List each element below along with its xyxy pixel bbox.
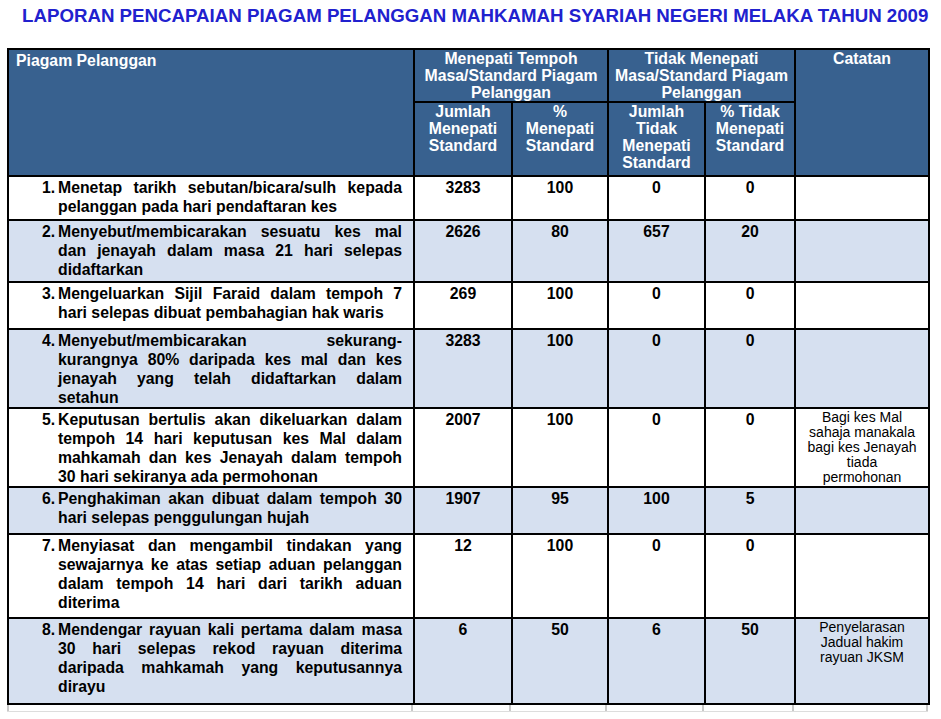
- jumlah-menepati-value: 12: [414, 534, 512, 618]
- table-continuation-stub: [7, 705, 928, 713]
- table-row: 5.Keputusan bertulis akan dikeluarkan da…: [8, 408, 929, 487]
- jumlah-menepati-value: 6: [414, 618, 512, 704]
- pct-tidak-value: 0: [705, 176, 795, 220]
- catatan-cell: [795, 220, 929, 282]
- piagam-text: 1.Menetap tarikh sebutan/bicara/sulh kep…: [58, 178, 402, 216]
- table-row: 3.Mengeluarkan Sijil Faraid dalam tempoh…: [8, 282, 929, 329]
- jumlah-tidak-value: 6: [608, 618, 705, 704]
- piagam-text: 6.Penghakiman akan dibuat dalam tempoh 3…: [58, 489, 402, 527]
- table-row: 8.Mendengar rayuan kali pertama dalam ma…: [8, 618, 929, 704]
- table-row: 7.Menyiasat dan mengambil tindakan yang …: [8, 534, 929, 618]
- pct-menepati-value: 100: [512, 329, 608, 408]
- jumlah-tidak-value: 0: [608, 329, 705, 408]
- jumlah-tidak-value: 0: [608, 282, 705, 329]
- piagam-text: 5.Keputusan bertulis akan dikeluarkan da…: [58, 410, 402, 486]
- catatan-cell: [795, 176, 929, 220]
- jumlah-tidak-value: 0: [608, 534, 705, 618]
- jumlah-tidak-value: 100: [608, 487, 705, 534]
- pct-tidak-value: 0: [705, 534, 795, 618]
- piagam-text: 7.Menyiasat dan mengambil tindakan yang …: [58, 536, 402, 612]
- piagam-text: 2.Menyebut/membicarakan sesuatu kes mal …: [58, 222, 402, 279]
- pct-tidak-value: 5: [705, 487, 795, 534]
- pct-tidak-value: 0: [705, 408, 795, 487]
- piagam-text: 4.Menyebut/membicarakan sekurang-kurangn…: [58, 331, 402, 407]
- jumlah-menepati-value: 2626: [414, 220, 512, 282]
- pct-tidak-value: 0: [705, 329, 795, 408]
- catatan-cell: [795, 282, 929, 329]
- table-row: 4.Menyebut/membicarakan sekurang-kurangn…: [8, 329, 929, 408]
- header-group-menepati: Menepati Tempoh Masa/Standard Piagam Pel…: [414, 49, 608, 102]
- header-pct-menepati: % Menepati Standard: [512, 102, 608, 176]
- pct-tidak-value: 0: [705, 282, 795, 329]
- piagam-text: 8.Mendengar rayuan kali pertama dalam ma…: [58, 620, 402, 696]
- catatan-cell: Penyelarasan Jadual hakim rayuan JKSM: [795, 618, 929, 704]
- jumlah-tidak-value: 657: [608, 220, 705, 282]
- pct-tidak-value: 50: [705, 618, 795, 704]
- pct-tidak-value: 20: [705, 220, 795, 282]
- header-group-tidak-menepati: Tidak Menepati Masa/Standard Piagam Pela…: [608, 49, 795, 102]
- page-title: LAPORAN PENCAPAIAN PIAGAM PELANGGAN MAHK…: [22, 5, 941, 27]
- pct-menepati-value: 100: [512, 282, 608, 329]
- jumlah-menepati-value: 269: [414, 282, 512, 329]
- jumlah-menepati-value: 2007: [414, 408, 512, 487]
- pct-menepati-value: 100: [512, 176, 608, 220]
- jumlah-menepati-value: 1907: [414, 487, 512, 534]
- header-piagam-pelanggan: Piagam Pelanggan: [8, 49, 414, 176]
- pct-menepati-value: 100: [512, 408, 608, 487]
- pct-menepati-value: 100: [512, 534, 608, 618]
- catatan-cell: [795, 487, 929, 534]
- pct-menepati-value: 80: [512, 220, 608, 282]
- header-jumlah-menepati: Jumlah Menepati Standard: [414, 102, 512, 176]
- piagam-pelanggan-table: Piagam Pelanggan Menepati Tempoh Masa/St…: [7, 48, 930, 705]
- table-row: 2.Menyebut/membicarakan sesuatu kes mal …: [8, 220, 929, 282]
- jumlah-tidak-value: 0: [608, 176, 705, 220]
- pct-menepati-value: 95: [512, 487, 608, 534]
- header-pct-tidak-menepati: % Tidak Menepati Standard: [705, 102, 795, 176]
- piagam-text: 3.Mengeluarkan Sijil Faraid dalam tempoh…: [58, 284, 402, 322]
- catatan-cell: [795, 534, 929, 618]
- jumlah-tidak-value: 0: [608, 408, 705, 487]
- header-catatan: Catatan: [795, 49, 929, 176]
- catatan-cell: Bagi kes Mal sahaja manakala bagi kes Je…: [795, 408, 929, 487]
- jumlah-menepati-value: 3283: [414, 329, 512, 408]
- pct-menepati-value: 50: [512, 618, 608, 704]
- jumlah-menepati-value: 3283: [414, 176, 512, 220]
- header-jumlah-tidak-menepati: Jumlah Tidak Menepati Standard: [608, 102, 705, 176]
- table-row: 1.Menetap tarikh sebutan/bicara/sulh kep…: [8, 176, 929, 220]
- catatan-cell: [795, 329, 929, 408]
- table-row: 6.Penghakiman akan dibuat dalam tempoh 3…: [8, 487, 929, 534]
